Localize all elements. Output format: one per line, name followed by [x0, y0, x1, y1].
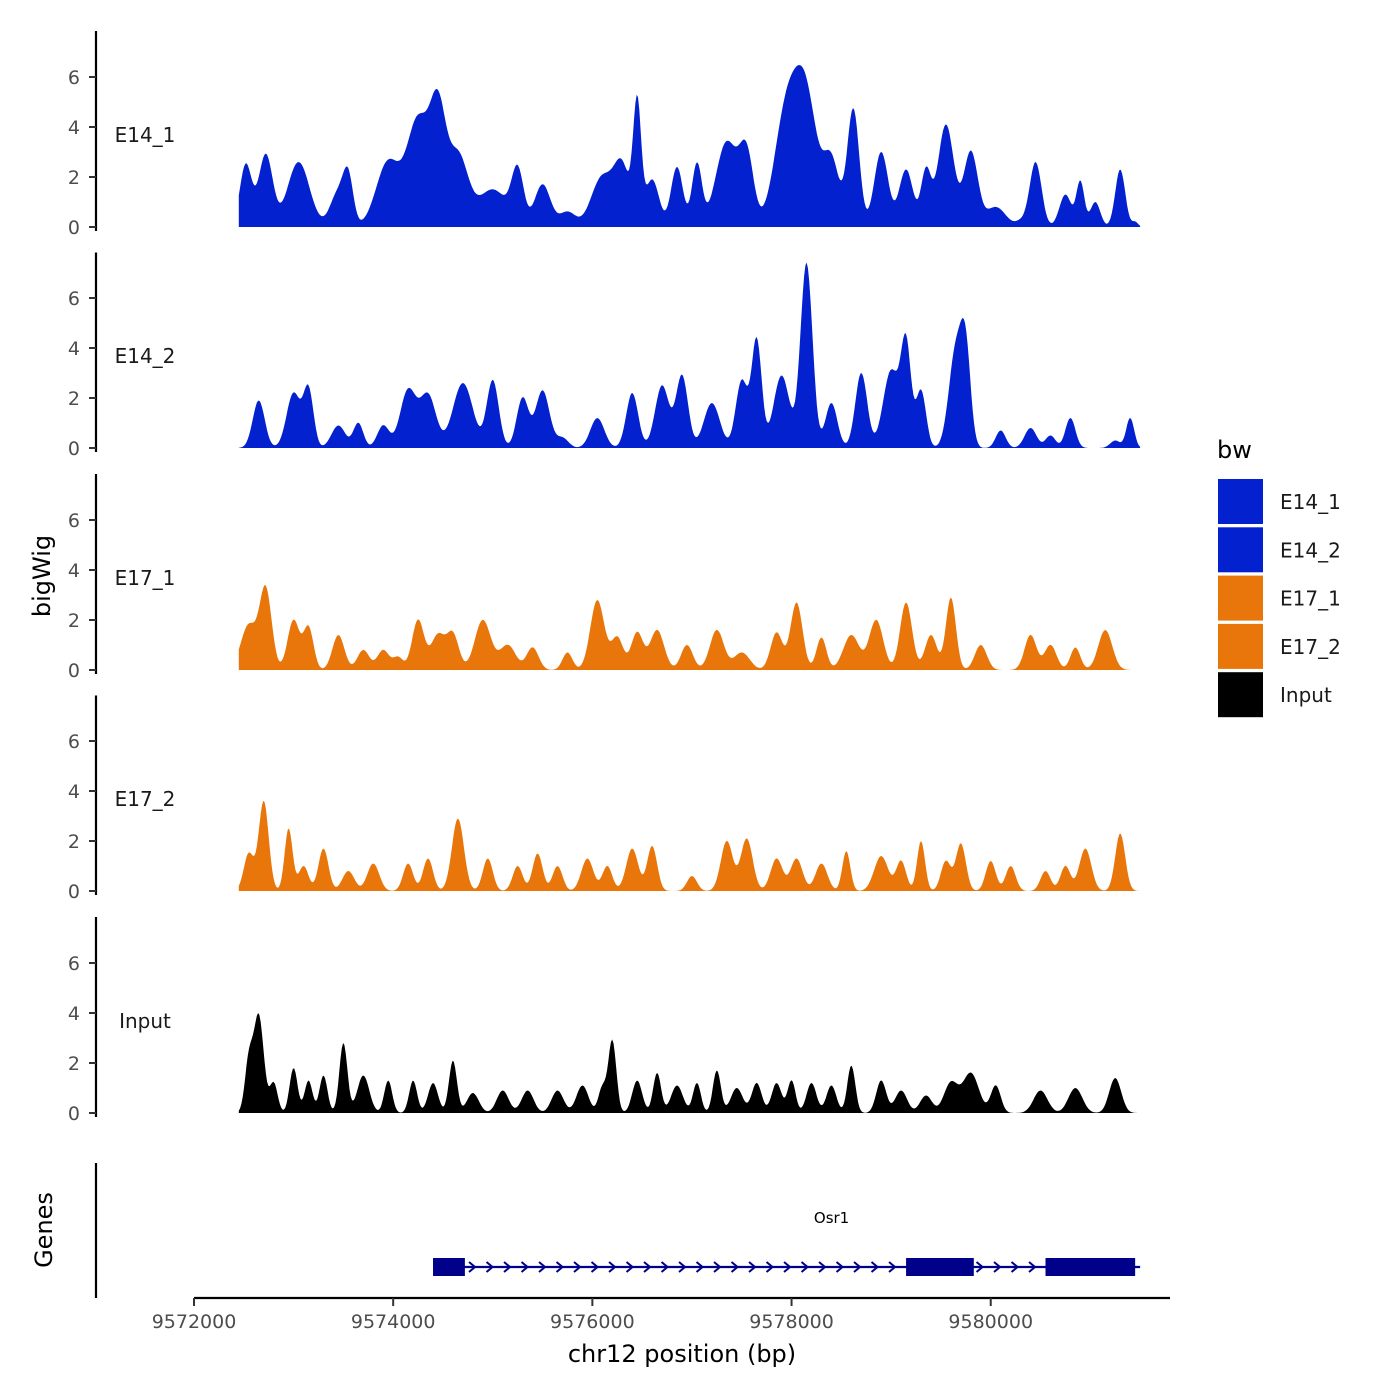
strand-arrow	[975, 1261, 985, 1273]
genes-track: Genes Osr1	[30, 1163, 1141, 1298]
legend-label: E14_1	[1280, 490, 1341, 514]
coverage-area-E17_1	[238, 585, 1141, 670]
x-tick-label: 9572000	[152, 1311, 237, 1333]
strand-arrow	[853, 1261, 862, 1273]
track-Input: 0 2 4 6 Input	[68, 917, 1141, 1125]
y-tick-label: 0	[68, 1103, 80, 1125]
y-tick-label: 0	[68, 438, 80, 460]
coverage-tracks: 0 2 4 6 E14_1 0 2 4 6 E14_2 0 2 4 6 E17_1 0 2 4 6 E17_2 0 2 4 6…	[68, 31, 1141, 1125]
gene-exon	[433, 1258, 465, 1276]
x-axis: chr12 position (bp) 9572000 9574000 957600…	[152, 1296, 1170, 1368]
y-tick-label: 0	[68, 660, 80, 682]
strand-arrow	[468, 1261, 477, 1273]
track-label: E14_1	[115, 123, 176, 147]
y-tick-label: 4	[68, 560, 80, 582]
coverage-area-Input	[238, 1013, 1141, 1113]
legend-item-E14_1: E14_1	[1218, 479, 1341, 524]
strand-arrow	[608, 1261, 617, 1273]
legend-swatch	[1218, 479, 1263, 524]
x-tick-label: 9576000	[550, 1311, 635, 1333]
y-tick-label: 2	[68, 831, 80, 853]
y-tick-label: 4	[68, 338, 80, 360]
x-tick-label: 9578000	[749, 1311, 834, 1333]
legend: bw E14_1 E14_2 E17_1 E17_2 Input	[1217, 436, 1341, 718]
strand-arrow	[520, 1261, 530, 1273]
legend-item-E17_1: E17_1	[1218, 575, 1341, 621]
gene-Osr1: Osr1	[433, 1209, 1141, 1276]
x-tick-label: 9580000	[948, 1311, 1033, 1333]
strand-arrow	[748, 1261, 757, 1273]
y-tick-label: 2	[68, 167, 80, 189]
strand-arrow	[765, 1261, 775, 1273]
coverage-area-E17_2	[238, 800, 1141, 891]
track-label: E17_2	[115, 787, 176, 811]
legend-item-E14_2: E14_2	[1218, 527, 1341, 573]
track-label: E14_2	[115, 344, 176, 368]
strand-arrow	[643, 1261, 652, 1273]
strand-arrow	[818, 1261, 827, 1273]
track-label: Input	[119, 1009, 171, 1033]
track-label: E17_1	[115, 566, 176, 590]
legend-swatch	[1218, 527, 1263, 573]
strand-arrow	[590, 1261, 600, 1273]
legend-label: E17_2	[1280, 635, 1341, 659]
strand-arrow	[503, 1261, 512, 1273]
strand-arrow	[555, 1261, 565, 1273]
track-E17_1: 0 2 4 6 E17_1	[68, 474, 1141, 682]
track-E17_2: 0 2 4 6 E17_2	[68, 695, 1141, 903]
strand-arrow	[888, 1261, 897, 1273]
gene-name-label: Osr1	[814, 1209, 849, 1227]
strand-arrow	[1028, 1261, 1037, 1273]
track-E14_1: 0 2 4 6 E14_1	[68, 31, 1141, 239]
strand-arrow	[678, 1261, 687, 1273]
strand-arrow	[1010, 1261, 1020, 1273]
y-tick-label: 0	[68, 217, 80, 239]
y-tick-label: 2	[68, 1053, 80, 1075]
coverage-area-E14_1	[238, 65, 1141, 227]
x-axis-title: chr12 position (bp)	[568, 1340, 796, 1368]
y-tick-label: 4	[68, 781, 80, 803]
strand-arrow	[993, 1261, 1002, 1273]
track-E14_2: 0 2 4 6 E14_2	[68, 252, 1141, 460]
y-tick-label: 4	[68, 117, 80, 139]
strand-arrow	[800, 1261, 810, 1273]
strand-arrow	[485, 1261, 495, 1273]
strand-arrow	[713, 1261, 722, 1273]
legend-swatch	[1218, 623, 1263, 669]
legend-item-E17_2: E17_2	[1218, 623, 1341, 669]
legend-swatch	[1218, 672, 1263, 718]
genes-track-label: Genes	[30, 1192, 58, 1268]
gene-exon	[906, 1258, 974, 1276]
y-tick-label: 6	[68, 288, 80, 310]
y-tick-label: 6	[68, 510, 80, 532]
strand-arrow	[783, 1261, 792, 1273]
strand-arrow	[573, 1261, 582, 1273]
y-axis-title: bigWig	[28, 535, 56, 617]
y-tick-label: 6	[68, 731, 80, 753]
gene-exon	[1045, 1258, 1136, 1276]
y-tick-label: 2	[68, 610, 80, 632]
y-tick-label: 6	[68, 953, 80, 975]
strand-arrow	[538, 1261, 547, 1273]
legend-item-Input: Input	[1218, 672, 1332, 718]
strand-arrow	[625, 1261, 635, 1273]
legend-label: E14_2	[1280, 538, 1341, 562]
legend-label: E17_1	[1280, 587, 1341, 611]
y-tick-label: 4	[68, 1003, 80, 1025]
strand-arrow	[870, 1261, 880, 1273]
strand-arrow	[660, 1261, 670, 1273]
x-tick-label: 9574000	[351, 1311, 436, 1333]
legend-title: bw	[1217, 436, 1252, 464]
y-tick-label: 6	[68, 67, 80, 89]
legend-swatch	[1218, 575, 1263, 621]
strand-arrow	[835, 1261, 845, 1273]
legend-label: Input	[1280, 683, 1332, 707]
strand-arrow	[695, 1261, 705, 1273]
coverage-area-E14_2	[238, 262, 1141, 448]
y-tick-label: 2	[68, 388, 80, 410]
strand-arrow	[730, 1261, 740, 1273]
y-tick-label: 0	[68, 881, 80, 903]
